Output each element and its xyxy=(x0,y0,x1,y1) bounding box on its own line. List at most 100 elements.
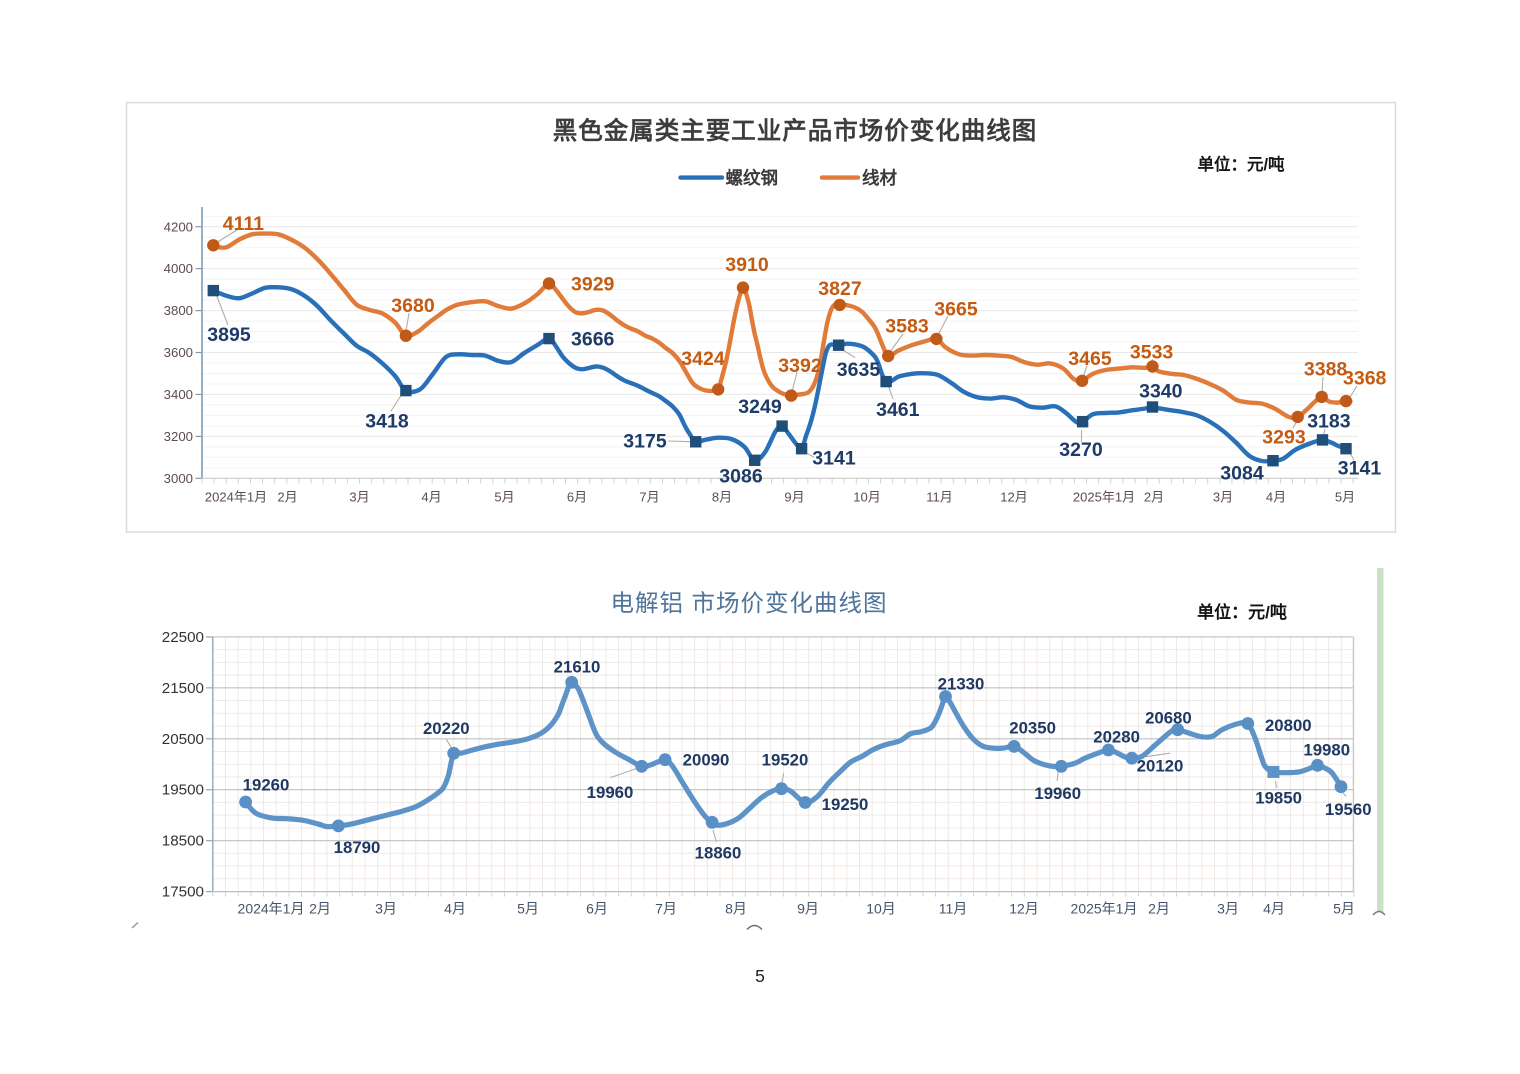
svg-text:20120: 20120 xyxy=(1137,756,1184,775)
svg-text:3827: 3827 xyxy=(818,278,861,300)
svg-text:18500: 18500 xyxy=(162,833,204,850)
svg-text:12月: 12月 xyxy=(1009,901,1039,917)
svg-text:6月: 6月 xyxy=(567,490,587,505)
svg-text:2月: 2月 xyxy=(1144,490,1164,505)
svg-text:21610: 21610 xyxy=(554,657,601,676)
svg-text:2025年1月: 2025年1月 xyxy=(1071,901,1138,917)
svg-text:4200: 4200 xyxy=(164,219,193,234)
svg-text:20220: 20220 xyxy=(423,719,470,738)
svg-text:3270: 3270 xyxy=(1059,439,1103,461)
svg-text:5月: 5月 xyxy=(517,901,539,917)
svg-text:21330: 21330 xyxy=(938,674,985,693)
svg-text:3249: 3249 xyxy=(738,396,782,418)
svg-text:11月: 11月 xyxy=(939,901,968,917)
svg-text:2025年1月: 2025年1月 xyxy=(1073,490,1135,505)
svg-text:3800: 3800 xyxy=(164,303,193,318)
svg-text:3392: 3392 xyxy=(778,355,822,377)
svg-text:18790: 18790 xyxy=(334,838,381,857)
svg-text:3086: 3086 xyxy=(719,465,763,487)
svg-text:6月: 6月 xyxy=(586,901,608,917)
svg-text:3388: 3388 xyxy=(1304,359,1348,381)
svg-text:19960: 19960 xyxy=(1034,784,1081,803)
svg-text:2月: 2月 xyxy=(277,490,297,505)
svg-text:20500: 20500 xyxy=(162,731,204,748)
svg-text:3400: 3400 xyxy=(164,387,193,402)
svg-text:17500: 17500 xyxy=(162,884,204,901)
svg-text:7月: 7月 xyxy=(655,901,677,917)
svg-text:20090: 20090 xyxy=(683,751,730,770)
svg-text:4月: 4月 xyxy=(1266,490,1286,505)
svg-text:3600: 3600 xyxy=(164,345,193,360)
svg-text:20350: 20350 xyxy=(1009,718,1056,737)
svg-text:21500: 21500 xyxy=(162,680,204,697)
svg-text:19500: 19500 xyxy=(162,782,204,799)
svg-text:3461: 3461 xyxy=(876,399,920,421)
svg-text:3666: 3666 xyxy=(571,328,615,350)
svg-text:2月: 2月 xyxy=(309,901,331,917)
svg-text:19260: 19260 xyxy=(243,775,290,794)
svg-text:11月: 11月 xyxy=(926,490,953,505)
svg-text:4000: 4000 xyxy=(164,261,193,276)
svg-text:电解铝 市场价变化曲线图: 电解铝 市场价变化曲线图 xyxy=(610,590,887,616)
svg-text:19850: 19850 xyxy=(1255,789,1302,808)
svg-text:线材: 线材 xyxy=(862,168,897,188)
svg-text:4111: 4111 xyxy=(223,213,264,235)
svg-text:20280: 20280 xyxy=(1093,728,1140,747)
svg-text:2月: 2月 xyxy=(1148,901,1170,917)
svg-text:7月: 7月 xyxy=(639,490,659,505)
svg-text:3368: 3368 xyxy=(1343,368,1387,390)
svg-text:3895: 3895 xyxy=(207,324,251,346)
svg-text:19980: 19980 xyxy=(1303,741,1350,760)
svg-text:3533: 3533 xyxy=(1130,341,1174,363)
svg-text:8月: 8月 xyxy=(725,901,747,917)
svg-text:12月: 12月 xyxy=(1000,490,1027,505)
svg-text:20800: 20800 xyxy=(1265,716,1312,735)
svg-text:10月: 10月 xyxy=(853,490,880,505)
svg-text:5月: 5月 xyxy=(494,490,514,505)
svg-text:3200: 3200 xyxy=(164,429,193,444)
svg-text:4月: 4月 xyxy=(1263,901,1285,917)
svg-text:单位：元/吨: 单位：元/吨 xyxy=(1197,154,1285,174)
svg-text:3929: 3929 xyxy=(571,274,615,296)
svg-text:3680: 3680 xyxy=(391,295,435,317)
svg-text:3418: 3418 xyxy=(365,411,409,433)
svg-text:10月: 10月 xyxy=(866,901,896,917)
svg-text:2024年1月: 2024年1月 xyxy=(238,901,305,917)
svg-text:19250: 19250 xyxy=(822,795,869,814)
svg-text:5月: 5月 xyxy=(1335,490,1355,505)
svg-text:20680: 20680 xyxy=(1145,709,1192,728)
svg-text:5: 5 xyxy=(755,966,765,986)
svg-text:3910: 3910 xyxy=(725,254,769,276)
svg-text:螺纹钢: 螺纹钢 xyxy=(726,168,779,188)
svg-text:3月: 3月 xyxy=(1217,901,1239,917)
svg-text:3465: 3465 xyxy=(1068,348,1112,370)
svg-text:3183: 3183 xyxy=(1307,411,1351,433)
svg-text:2024年1月: 2024年1月 xyxy=(205,490,267,505)
svg-text:单位：元/吨: 单位：元/吨 xyxy=(1197,602,1287,622)
svg-text:3月: 3月 xyxy=(1213,490,1233,505)
svg-text:22500: 22500 xyxy=(162,629,204,646)
svg-text:3000: 3000 xyxy=(164,471,193,486)
svg-text:3340: 3340 xyxy=(1139,381,1183,403)
svg-text:18860: 18860 xyxy=(695,843,742,862)
svg-text:9月: 9月 xyxy=(784,490,804,505)
svg-text:4月: 4月 xyxy=(444,901,466,917)
svg-text:3583: 3583 xyxy=(885,315,929,337)
svg-text:4月: 4月 xyxy=(421,490,441,505)
svg-text:3084: 3084 xyxy=(1220,463,1264,485)
svg-text:19960: 19960 xyxy=(587,783,634,802)
svg-text:3月: 3月 xyxy=(375,901,397,917)
svg-text:3635: 3635 xyxy=(837,359,881,381)
svg-text:19520: 19520 xyxy=(762,751,809,770)
svg-text:3293: 3293 xyxy=(1262,426,1306,448)
svg-text:8月: 8月 xyxy=(712,490,732,505)
svg-text:3665: 3665 xyxy=(934,298,978,320)
svg-text:3141: 3141 xyxy=(812,447,856,469)
svg-text:3175: 3175 xyxy=(623,430,667,452)
svg-text:黑色金属类主要工业产品市场价变化曲线图: 黑色金属类主要工业产品市场价变化曲线图 xyxy=(553,116,1038,145)
svg-text:3141: 3141 xyxy=(1338,458,1382,480)
svg-text:9月: 9月 xyxy=(797,901,819,917)
svg-text:3424: 3424 xyxy=(681,348,725,370)
svg-text:5月: 5月 xyxy=(1333,901,1355,917)
svg-text:19560: 19560 xyxy=(1325,800,1372,819)
